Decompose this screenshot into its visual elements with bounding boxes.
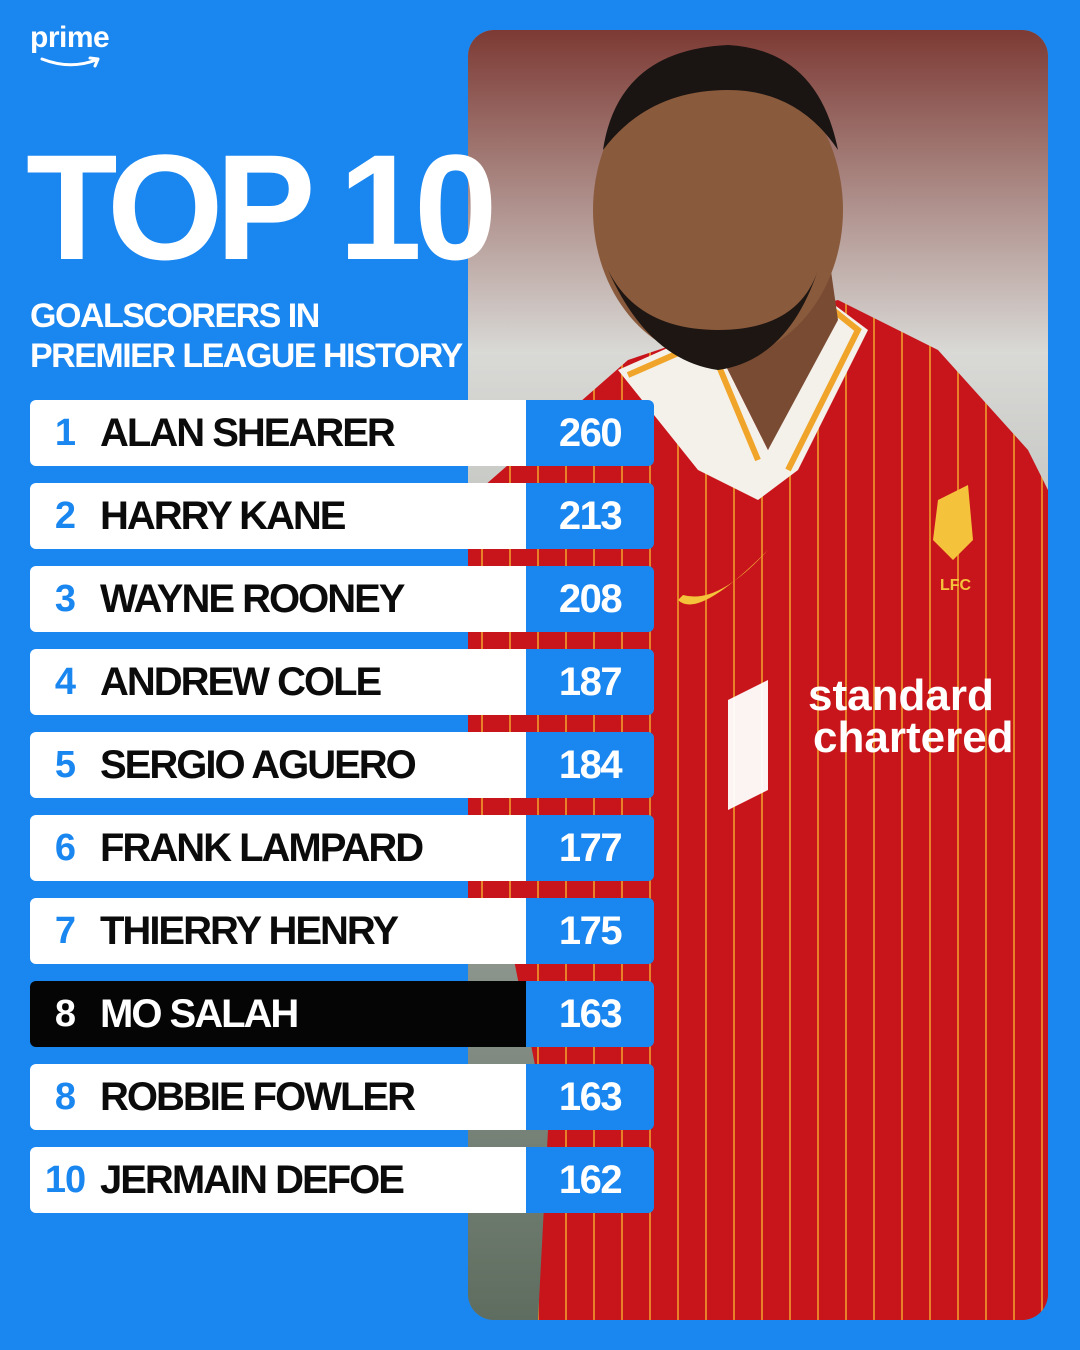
row-rank: 2 <box>54 494 76 537</box>
row-player-name: MO SALAH <box>100 991 299 1036</box>
leaderboard-row-4: 4 ANDREW COLE 187 <box>30 649 654 715</box>
player-head <box>593 60 843 360</box>
leaderboard-row-8-highlighted: 8 MO SALAH 163 <box>30 981 654 1047</box>
crest-icon: LFC <box>933 485 973 594</box>
row-player-name: ANDREW COLE <box>100 659 382 704</box>
row-rank: 1 <box>54 411 76 454</box>
row-goals: 260 <box>526 400 654 466</box>
row-goals: 162 <box>526 1147 654 1213</box>
leaderboard-row-2: 2 HARRY KANE 213 <box>30 483 654 549</box>
leaderboard-table: 1 ALAN SHEARER 260 2 HARRY KANE 213 3 WA… <box>30 400 654 1230</box>
row-rank: 6 <box>54 826 76 869</box>
row-rank: 8 <box>54 1075 76 1118</box>
sponsor-line2: chartered <box>813 713 1014 762</box>
swoosh-icon <box>678 550 768 605</box>
row-goals: 163 <box>526 981 654 1047</box>
leaderboard-row-3: 3 WAYNE ROONEY 208 <box>30 566 654 632</box>
row-name-cell: 7 THIERRY HENRY <box>30 898 526 964</box>
row-goals: 177 <box>526 815 654 881</box>
row-rank: 10 <box>44 1158 86 1201</box>
sponsor-line1: standard <box>808 671 994 720</box>
logo-wordmark: prime <box>30 21 110 54</box>
crest-label: LFC <box>940 577 972 594</box>
leaderboard-row-1: 1 ALAN SHEARER 260 <box>30 400 654 466</box>
subtitle-line-1: GOALSCORERS IN <box>30 297 320 335</box>
row-name-cell: 8 ROBBIE FOWLER <box>30 1064 526 1130</box>
row-name-cell: 10 JERMAIN DEFOE <box>30 1147 526 1213</box>
row-rank: 3 <box>54 577 76 620</box>
row-name-cell: 4 ANDREW COLE <box>30 649 526 715</box>
row-rank: 8 <box>54 992 76 1035</box>
row-name-cell: 2 HARRY KANE <box>30 483 526 549</box>
sponsor-logo: standard chartered <box>728 671 1014 810</box>
page-subtitle: GOALSCORERS IN PREMIER LEAGUE HISTORY <box>30 296 470 376</box>
page-title: TOP 10 <box>26 123 497 291</box>
row-player-name: ROBBIE FOWLER <box>100 1074 416 1119</box>
row-goals: 208 <box>526 566 654 632</box>
leaderboard-row-5: 5 SERGIO AGUERO 184 <box>30 732 654 798</box>
row-player-name: WAYNE ROONEY <box>100 576 405 621</box>
row-player-name: FRANK LAMPARD <box>100 825 424 870</box>
row-rank: 4 <box>54 660 76 703</box>
player-illustration: LFC standard chartered <box>468 30 1048 1320</box>
row-player-name: HARRY KANE <box>100 493 346 538</box>
row-goals: 187 <box>526 649 654 715</box>
player-photo: LFC standard chartered <box>468 30 1048 1320</box>
row-name-cell: 6 FRANK LAMPARD <box>30 815 526 881</box>
row-player-name: THIERRY HENRY <box>100 908 399 953</box>
row-name-cell: 3 WAYNE ROONEY <box>30 566 526 632</box>
subtitle-line-2: PREMIER LEAGUE HISTORY <box>30 337 463 375</box>
row-rank: 7 <box>54 909 76 952</box>
leaderboard-row-10: 10 JERMAIN DEFOE 162 <box>30 1147 654 1213</box>
row-name-cell: 1 ALAN SHEARER <box>30 400 526 466</box>
row-rank: 5 <box>54 743 76 786</box>
row-goals: 213 <box>526 483 654 549</box>
row-player-name: ALAN SHEARER <box>100 410 396 455</box>
row-player-name: JERMAIN DEFOE <box>100 1157 405 1202</box>
row-goals: 184 <box>526 732 654 798</box>
prime-logo: prime <box>30 22 120 74</box>
row-name-cell: 5 SERGIO AGUERO <box>30 732 526 798</box>
leaderboard-row-7: 7 THIERRY HENRY 175 <box>30 898 654 964</box>
row-goals: 163 <box>526 1064 654 1130</box>
row-player-name: SERGIO AGUERO <box>100 742 417 787</box>
row-goals: 175 <box>526 898 654 964</box>
leaderboard-row-6: 6 FRANK LAMPARD 177 <box>30 815 654 881</box>
row-name-cell: 8 MO SALAH <box>30 981 526 1047</box>
smile-arrow-icon <box>40 56 100 68</box>
leaderboard-row-9: 8 ROBBIE FOWLER 163 <box>30 1064 654 1130</box>
